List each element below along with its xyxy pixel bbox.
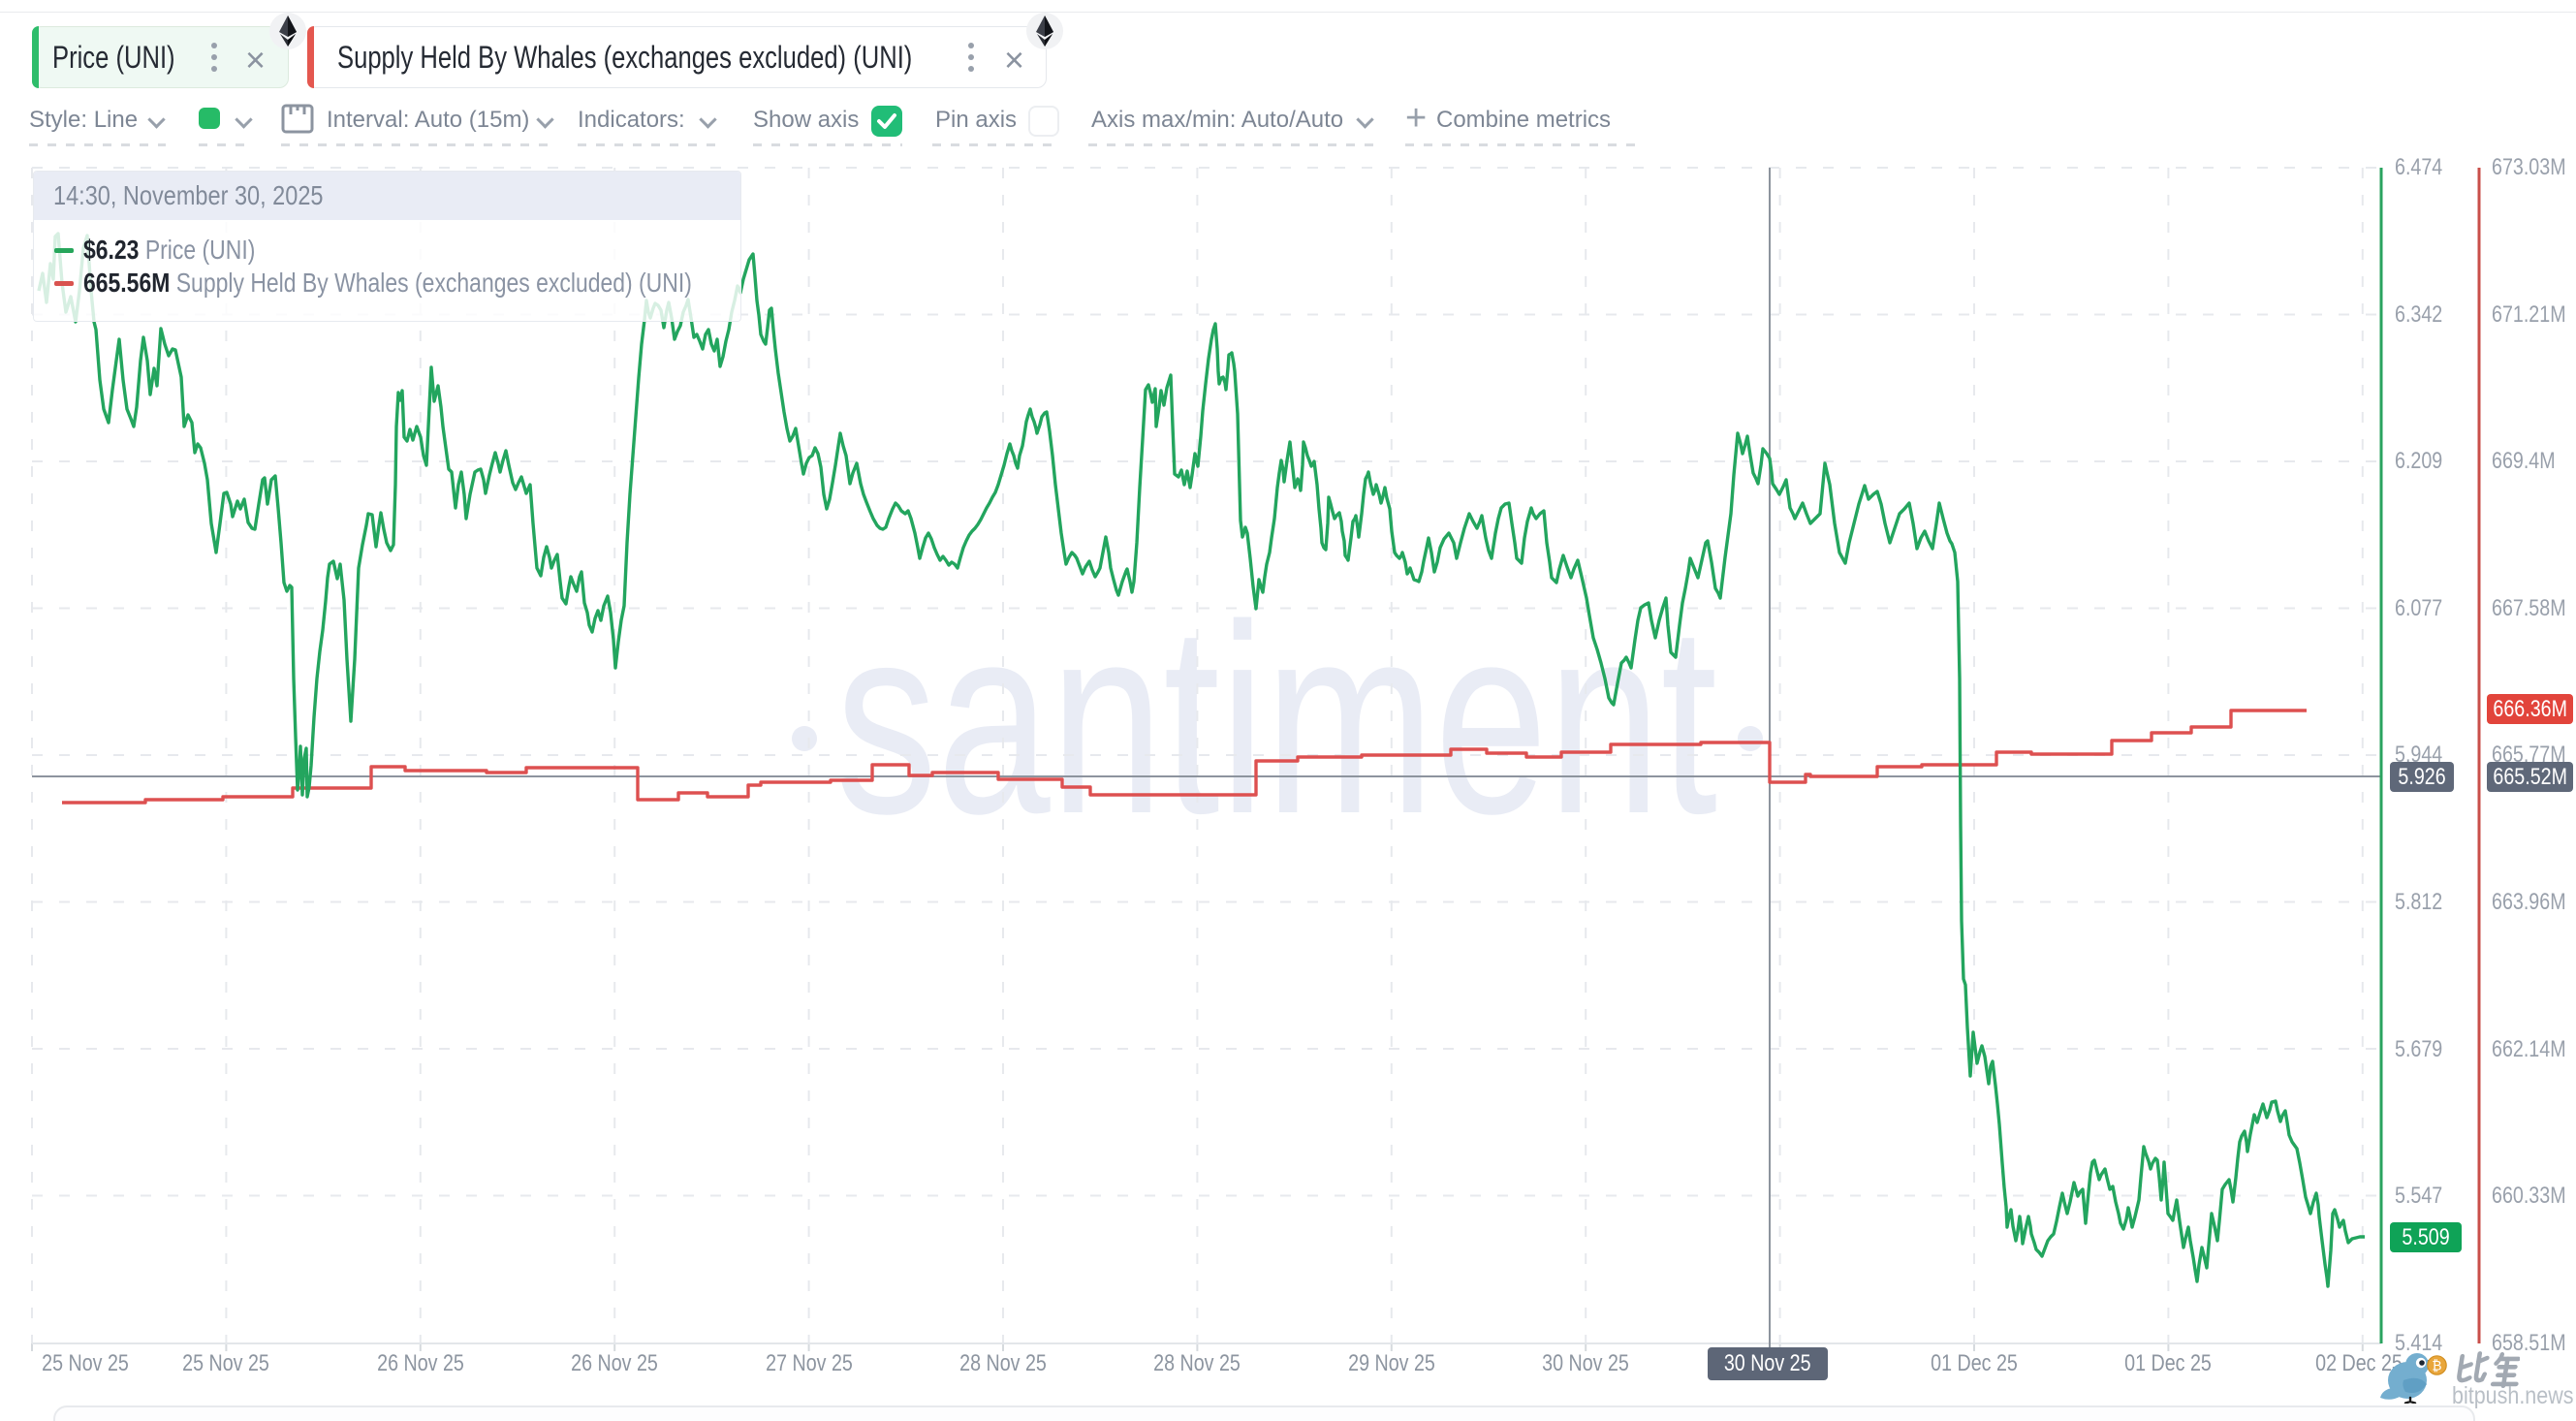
svg-text:santiment: santiment (835, 568, 1718, 869)
svg-text:₿: ₿ (2432, 1358, 2441, 1373)
